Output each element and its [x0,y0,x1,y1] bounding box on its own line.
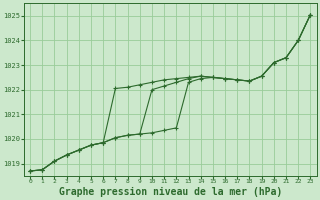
X-axis label: Graphe pression niveau de la mer (hPa): Graphe pression niveau de la mer (hPa) [59,186,282,197]
